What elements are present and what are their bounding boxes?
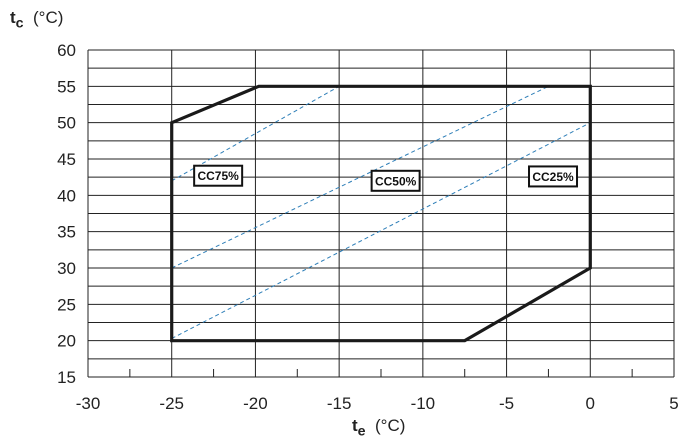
capacity-line	[171, 122, 591, 339]
operating-envelope	[170, 84, 592, 343]
y-tick-label: 15	[57, 368, 76, 387]
x-tick-label: -10	[411, 394, 436, 413]
y-tick-label: 60	[57, 41, 76, 60]
y-tick-label: 35	[57, 223, 76, 242]
y-tick-label: 30	[57, 259, 76, 278]
capacity-label-box	[370, 169, 421, 192]
y-tick-label: 45	[57, 150, 76, 169]
x-tick-label: -5	[499, 394, 514, 413]
x-tick-label: -25	[159, 394, 184, 413]
capacity-label: CC75%	[197, 169, 239, 183]
x-tick-label: -30	[76, 394, 101, 413]
x-tick-label: -20	[243, 394, 268, 413]
y-tick-label: 40	[57, 186, 76, 205]
y-tick-label: 55	[57, 77, 76, 96]
y-axis-subscript: c	[15, 15, 24, 32]
x-axis-subscript: e	[357, 423, 366, 440]
capacity-label: CC50%	[375, 174, 417, 188]
x-axis-unit: (°C)	[375, 416, 406, 435]
x-tick-label: 5	[669, 394, 678, 413]
capacity-label-box	[528, 165, 579, 188]
x-tick-label: 0	[586, 394, 595, 413]
y-axis-unit: (°C)	[33, 8, 64, 27]
x-axis-title: te (°C)	[352, 416, 405, 439]
capacity-label: CC25%	[532, 170, 574, 184]
capacity-label-box	[193, 164, 244, 187]
y-axis-symbol: t	[10, 8, 16, 27]
y-tick-label: 50	[57, 114, 76, 133]
y-tick-label: 20	[57, 332, 76, 351]
x-tick-label: -15	[327, 394, 352, 413]
x-axis-symbol: t	[352, 416, 358, 435]
y-tick-label: 25	[57, 295, 76, 314]
y-axis-title: tc (°C)	[10, 8, 63, 31]
